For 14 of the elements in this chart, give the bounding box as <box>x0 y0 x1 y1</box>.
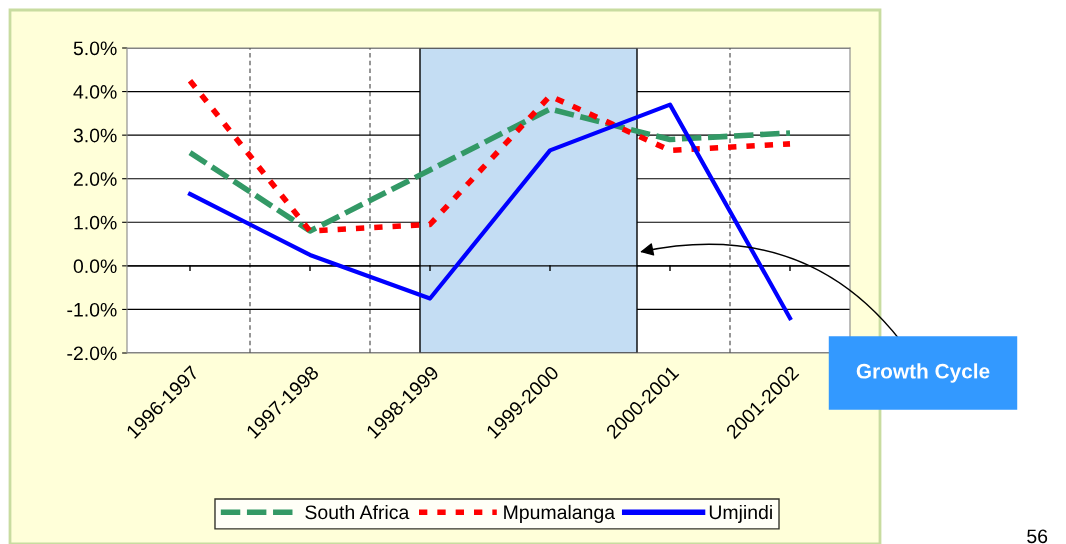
y-tick-label: -1.0% <box>67 302 117 317</box>
text: 56 <box>1027 529 1048 544</box>
legend-label: Umjindi <box>709 504 772 523</box>
y-tick-label: 0.0% <box>73 259 117 274</box>
legend-label: South Africa <box>305 504 410 520</box>
line-series <box>187 102 793 321</box>
y-tick-label: -2.0% <box>67 346 117 361</box>
text: Growth Cycle <box>856 363 990 383</box>
legend-label: Mpumalanga <box>504 504 616 523</box>
y-tick-label: 5.0% <box>73 41 117 56</box>
y-tick-label: 4.0% <box>73 85 117 99</box>
y-tick-label: 3.0% <box>73 128 117 143</box>
y-tick-label: 1.0% <box>74 215 117 230</box>
y-tick-label: 2.0% <box>73 172 117 186</box>
